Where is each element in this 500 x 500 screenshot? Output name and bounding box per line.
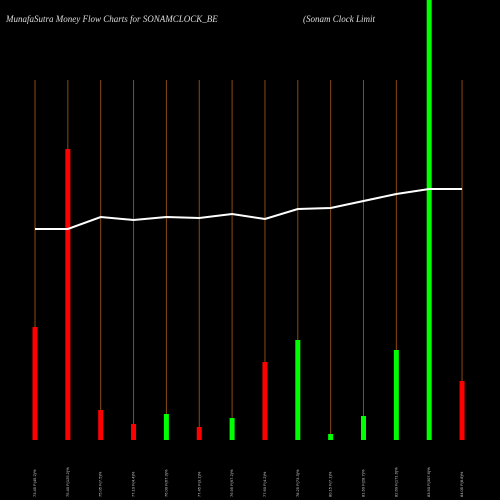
bar xyxy=(459,381,465,440)
bar xyxy=(163,414,169,440)
chart-subtitle: (Sonam Clock Limit xyxy=(303,14,375,24)
x-tick-label: 73.45 F(45.2)% xyxy=(32,469,37,497)
bar xyxy=(328,434,334,440)
x-tick-label: 81.60 F(28.7)% xyxy=(361,469,366,497)
x-tick-label: 77.10 F(4.4)% xyxy=(131,471,136,497)
x-tick-label: 77.45 F(3.1)% xyxy=(196,471,201,497)
x-tick-label: 76.95 F(97.2)% xyxy=(229,469,234,497)
bar xyxy=(196,427,202,440)
bar xyxy=(131,424,137,440)
chart-title: MunafaSutra Money Flow Charts for SONAMC… xyxy=(5,14,218,24)
x-tick-label: 84.05 F(8.8)% xyxy=(459,471,464,497)
bar xyxy=(393,350,399,440)
bar xyxy=(229,418,235,440)
bar xyxy=(32,327,38,440)
x-tick-label: 77.60 F(4.2)% xyxy=(262,471,267,497)
bar xyxy=(65,149,71,440)
bar xyxy=(361,416,366,440)
bar xyxy=(98,410,104,440)
x-tick-label: 76.00 F(67.3)% xyxy=(163,469,168,497)
x-tick-label: 82.60 F(171.6)% xyxy=(393,467,398,497)
x-tick-label: 80.15 F(7.1)% xyxy=(328,471,333,497)
x-tick-label: 75.40 F(125.2)% xyxy=(65,467,70,497)
bar xyxy=(426,0,432,440)
bar xyxy=(262,362,268,440)
x-tick-label: 75.05 F(7.5)% xyxy=(98,471,103,497)
x-tick-label: 78.25 F(73.3)% xyxy=(295,469,300,497)
price-line xyxy=(35,188,463,230)
x-tick-label: 83.50 F(307.6)% xyxy=(426,467,431,497)
bar xyxy=(295,340,301,440)
